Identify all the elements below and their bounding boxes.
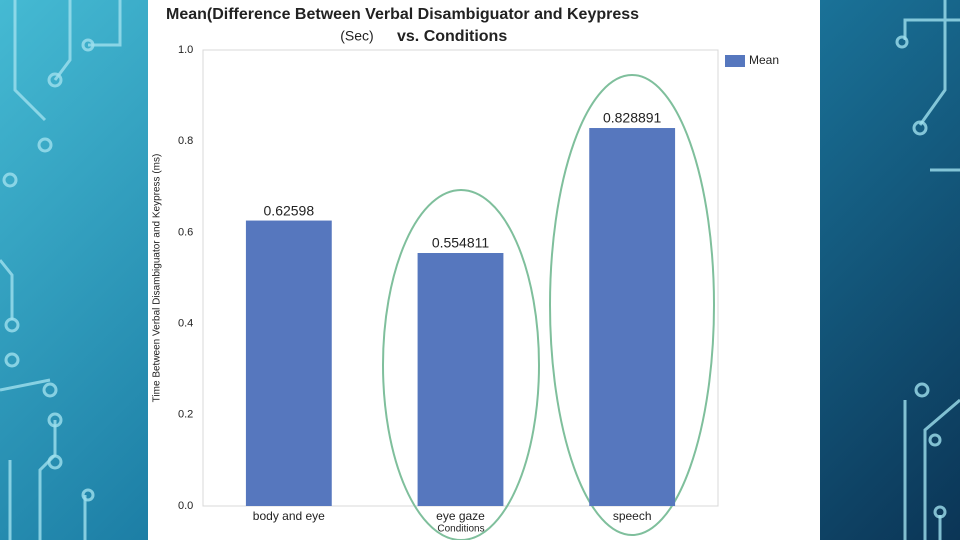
y-tick-label: 0.4 (178, 318, 193, 330)
y-axis-label: Time Between Verbal Disambiguator and Ke… (152, 154, 163, 403)
data-label: 0.828891 (603, 110, 662, 126)
x-axis-label: Conditions (437, 524, 484, 535)
y-tick-label: 0.8 (178, 135, 193, 147)
highlight-ellipse (549, 74, 715, 536)
y-tick-label: 0.2 (178, 409, 193, 421)
bar (589, 128, 676, 507)
y-tick-label: 1.0 (178, 44, 193, 56)
y-tick-label: 0.0 (178, 500, 193, 512)
bar (245, 220, 332, 507)
legend-label: Mean (749, 53, 779, 67)
chart-title: Mean(Difference Between Verbal Disambigu… (166, 6, 639, 23)
highlight-ellipse (382, 189, 540, 540)
x-tick-label: speech (613, 509, 652, 523)
x-tick-label: body and eye (253, 509, 325, 523)
y-tick-label: 0.6 (178, 226, 193, 238)
chart-subtitle: vs. Conditions (397, 28, 507, 45)
annotation: (Sec) (340, 28, 373, 44)
legend-swatch (725, 55, 745, 67)
data-label: 0.62598 (264, 202, 315, 218)
x-tick-label: eye gaze (436, 509, 485, 523)
bar (417, 253, 504, 506)
data-label: 0.554811 (432, 235, 490, 251)
